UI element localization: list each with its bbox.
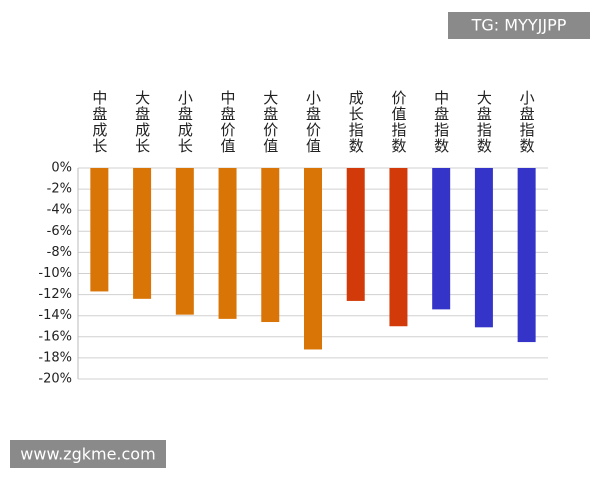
- x-tick-label: 小盘价值: [304, 90, 322, 154]
- y-tick-label: -2%: [47, 182, 72, 197]
- bar: [90, 168, 109, 292]
- bar: [432, 168, 451, 310]
- x-tick-label: 小盘成长: [176, 90, 194, 154]
- x-tick-label: 中盘价值: [219, 90, 237, 154]
- x-tick-label: 中盘成长: [90, 90, 108, 154]
- y-tick-label: -18%: [38, 350, 72, 365]
- watermark: www.zgkme.com: [20, 445, 155, 464]
- y-tick-label: -8%: [47, 245, 72, 260]
- watermark-box: [10, 440, 166, 468]
- x-tick-label: 小盘指数: [518, 90, 536, 154]
- x-tick-label: 大盘指数: [475, 90, 493, 154]
- bar: [261, 168, 280, 323]
- x-tick-label: 中盘指数: [432, 90, 450, 154]
- bar: [218, 168, 237, 319]
- y-tick-label: -4%: [47, 203, 72, 218]
- x-tick-label: 大盘价值: [261, 90, 279, 154]
- x-tick-label: 大盘成长: [133, 90, 151, 154]
- watermark: TG: MYYJJPP: [471, 16, 567, 35]
- watermark-box: [448, 12, 590, 39]
- bar: [133, 168, 152, 299]
- x-tick-label: 成长指数: [347, 90, 365, 154]
- bar: [389, 168, 408, 327]
- y-tick-label: -16%: [38, 329, 72, 344]
- bar: [175, 168, 194, 315]
- y-tick-label: 0%: [51, 161, 72, 176]
- bar: [346, 168, 365, 301]
- y-tick-label: -12%: [38, 287, 72, 302]
- bar: [474, 168, 493, 328]
- bar: [517, 168, 536, 343]
- bar: [304, 168, 322, 350]
- y-tick-label: -14%: [38, 308, 72, 323]
- x-tick-label: 价值指数: [389, 90, 407, 154]
- y-tick-label: -20%: [38, 372, 72, 387]
- y-tick-label: -6%: [47, 224, 72, 239]
- y-tick-label: -10%: [38, 266, 72, 281]
